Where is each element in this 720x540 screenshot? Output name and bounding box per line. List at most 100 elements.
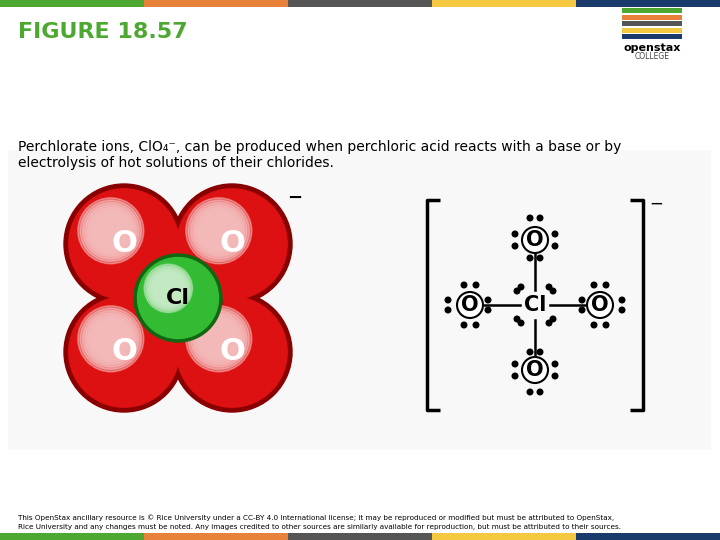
Text: −: − <box>649 195 663 213</box>
Circle shape <box>78 198 144 264</box>
Text: Cl: Cl <box>166 288 190 308</box>
Circle shape <box>88 208 134 254</box>
Circle shape <box>619 297 625 303</box>
Circle shape <box>148 268 189 309</box>
Circle shape <box>527 215 533 221</box>
Circle shape <box>445 307 451 313</box>
Circle shape <box>552 373 558 379</box>
Circle shape <box>527 389 533 395</box>
Text: −: − <box>287 189 302 207</box>
Circle shape <box>83 202 139 259</box>
Circle shape <box>485 307 491 313</box>
Circle shape <box>146 266 191 310</box>
Text: COLLEGE: COLLEGE <box>634 52 670 61</box>
Text: O: O <box>462 295 479 315</box>
Circle shape <box>80 200 141 261</box>
Circle shape <box>550 316 556 322</box>
Circle shape <box>177 297 287 407</box>
Circle shape <box>550 288 556 294</box>
Text: Perchlorate ions, ClO₄⁻, can be produced when perchloric acid reacts with a base: Perchlorate ions, ClO₄⁻, can be produced… <box>18 140 621 154</box>
Circle shape <box>64 184 184 304</box>
Bar <box>0 533 144 540</box>
Circle shape <box>527 349 533 355</box>
Bar <box>576 0 720 7</box>
Bar <box>288 533 432 540</box>
Bar <box>144 533 288 540</box>
Circle shape <box>462 282 467 288</box>
Circle shape <box>186 306 252 372</box>
Circle shape <box>527 255 533 261</box>
Circle shape <box>591 322 597 328</box>
Circle shape <box>138 258 218 339</box>
Text: Cl: Cl <box>524 295 546 315</box>
Circle shape <box>191 202 247 259</box>
Circle shape <box>85 205 136 256</box>
Text: Rice University and any changes must be noted. Any images credited to other sour: Rice University and any changes must be … <box>18 524 621 530</box>
Text: electrolysis of hot solutions of their chlorides.: electrolysis of hot solutions of their c… <box>18 156 334 170</box>
Circle shape <box>188 200 249 261</box>
Circle shape <box>579 297 585 303</box>
Circle shape <box>537 349 543 355</box>
Circle shape <box>546 284 552 290</box>
Circle shape <box>88 316 134 362</box>
Circle shape <box>522 357 548 383</box>
Circle shape <box>80 308 141 369</box>
Circle shape <box>134 254 222 342</box>
Text: O: O <box>111 338 137 367</box>
Text: O: O <box>219 230 245 259</box>
Circle shape <box>445 297 451 303</box>
Circle shape <box>619 307 625 313</box>
Circle shape <box>512 231 518 237</box>
Bar <box>576 533 720 540</box>
Ellipse shape <box>70 341 184 371</box>
Bar <box>432 533 576 540</box>
Circle shape <box>552 231 558 237</box>
Bar <box>622 21 682 26</box>
Circle shape <box>172 184 292 304</box>
Bar <box>288 0 432 7</box>
Circle shape <box>514 316 520 322</box>
Circle shape <box>83 310 139 367</box>
Circle shape <box>473 282 479 288</box>
Circle shape <box>186 198 252 264</box>
Circle shape <box>69 297 179 407</box>
Circle shape <box>85 313 136 365</box>
Text: O: O <box>219 338 245 367</box>
Circle shape <box>512 373 518 379</box>
Ellipse shape <box>178 233 292 263</box>
Circle shape <box>457 292 483 318</box>
Text: This OpenStax ancillary resource is © Rice University under a CC-BY 4.0 Internat: This OpenStax ancillary resource is © Ri… <box>18 514 614 521</box>
Text: O: O <box>526 360 544 380</box>
Circle shape <box>172 292 292 412</box>
Circle shape <box>485 297 491 303</box>
Circle shape <box>151 272 185 305</box>
Circle shape <box>579 307 585 313</box>
Text: openstax: openstax <box>624 43 680 53</box>
Bar <box>0 0 144 7</box>
Circle shape <box>188 308 249 369</box>
Text: O: O <box>111 230 137 259</box>
Circle shape <box>191 310 247 367</box>
Circle shape <box>514 288 520 294</box>
Circle shape <box>603 322 609 328</box>
Circle shape <box>193 313 244 365</box>
Bar <box>622 28 682 32</box>
Bar <box>622 34 682 39</box>
Text: FIGURE 18.57: FIGURE 18.57 <box>18 22 188 42</box>
Circle shape <box>193 205 244 256</box>
Circle shape <box>196 316 242 362</box>
Circle shape <box>552 361 558 367</box>
Circle shape <box>603 282 609 288</box>
Circle shape <box>552 243 558 249</box>
Circle shape <box>64 292 184 412</box>
Circle shape <box>591 282 597 288</box>
Bar <box>622 15 682 19</box>
Circle shape <box>522 227 548 253</box>
Circle shape <box>512 243 518 249</box>
Ellipse shape <box>70 233 184 263</box>
Circle shape <box>78 306 144 372</box>
Circle shape <box>512 361 518 367</box>
Circle shape <box>69 189 179 299</box>
Ellipse shape <box>178 341 292 371</box>
Circle shape <box>587 292 613 318</box>
